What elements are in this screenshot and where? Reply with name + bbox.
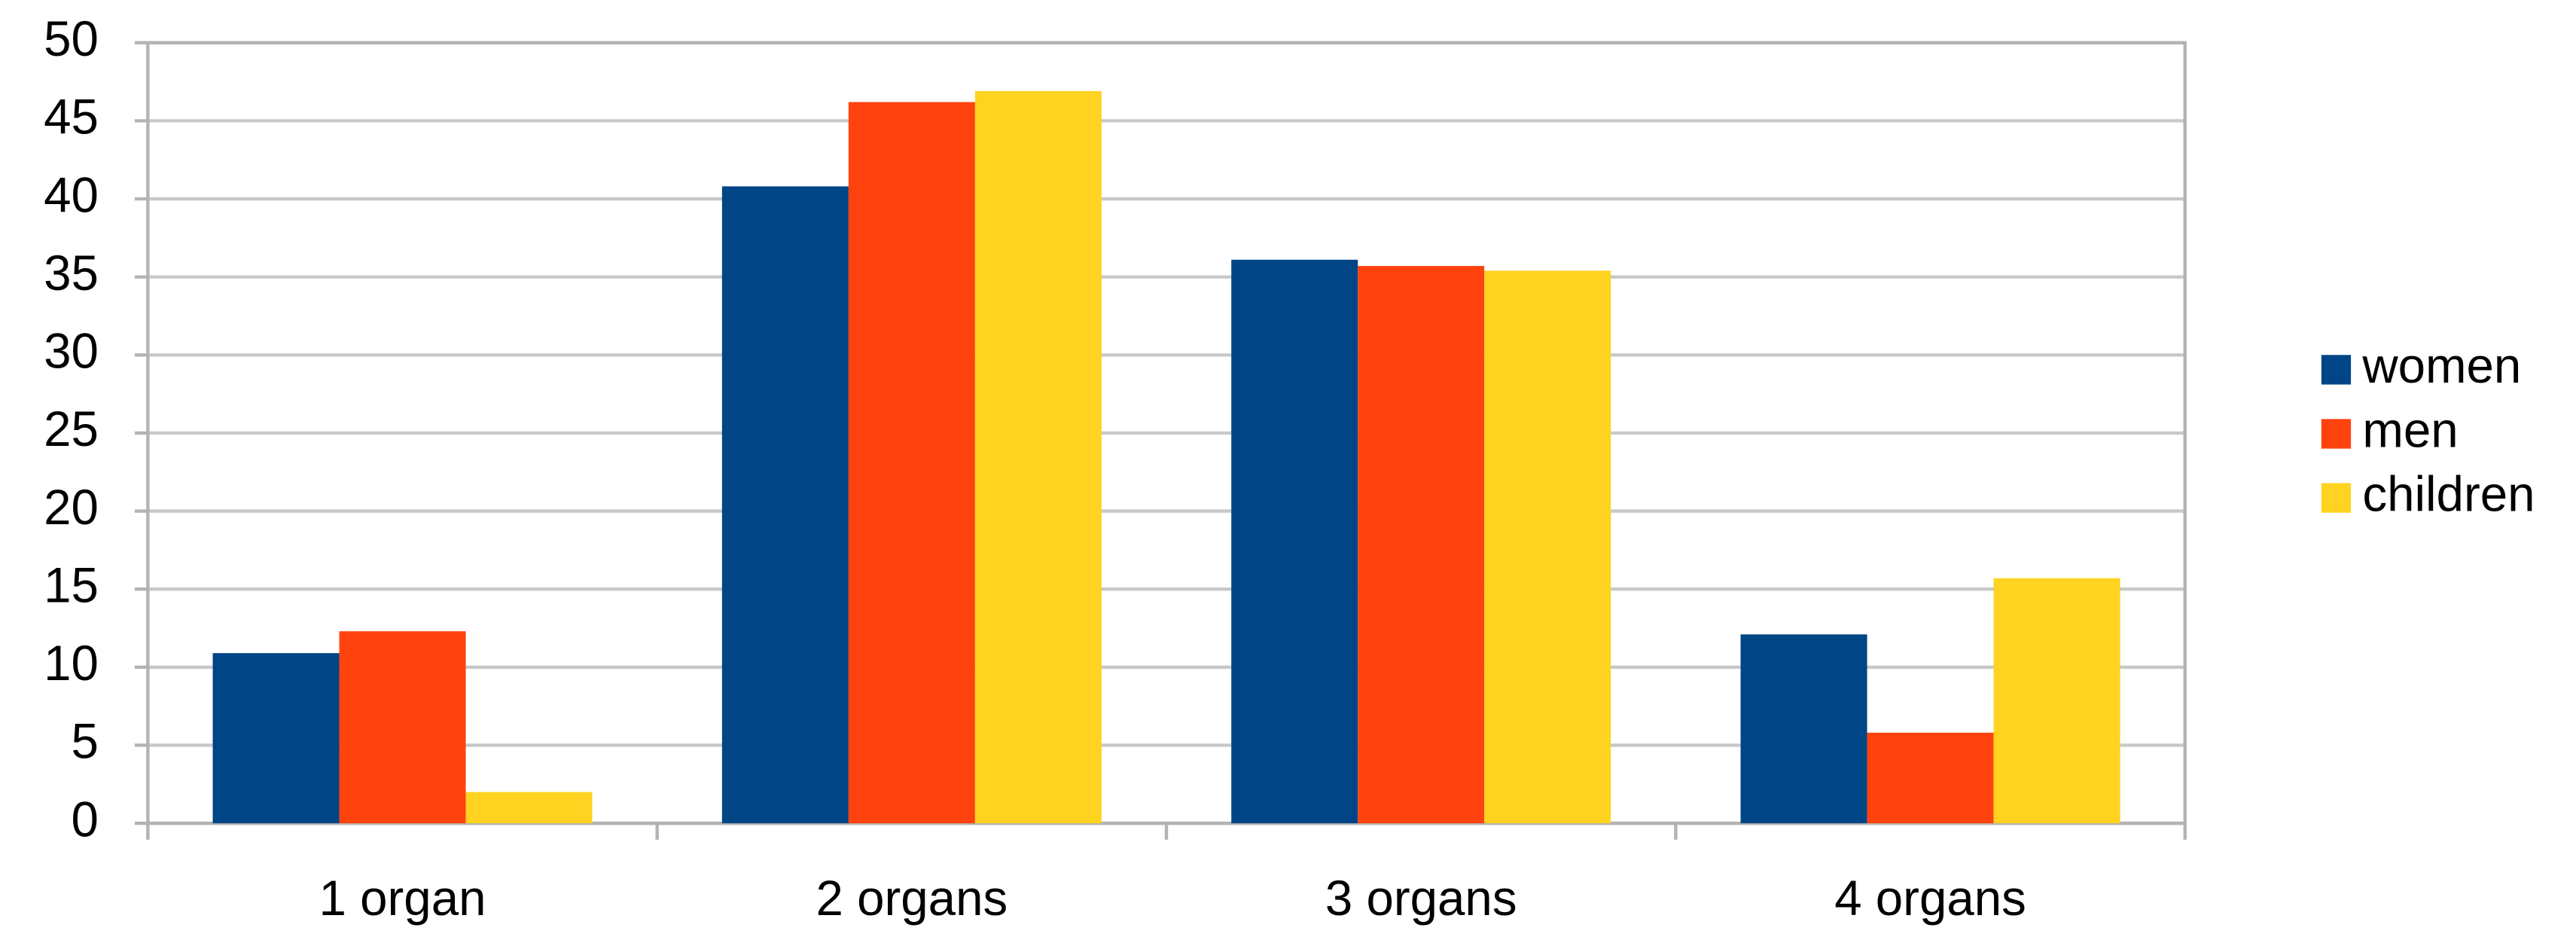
bar: [339, 631, 466, 824]
bar: [465, 792, 593, 824]
y-tick-label: 30: [44, 324, 99, 379]
bar: [1740, 634, 1867, 824]
bar: [1993, 578, 2120, 824]
y-tick-label: 15: [44, 557, 99, 612]
y-tick-label: 40: [44, 167, 99, 222]
bar: [974, 90, 1102, 824]
bar: [1484, 270, 1611, 824]
y-tick-label: 45: [44, 90, 99, 145]
bar: [1358, 266, 1485, 824]
bar: [721, 186, 849, 824]
legend-swatch: [2321, 483, 2352, 513]
x-tick-label: 1 organ: [319, 871, 486, 926]
bar: [848, 102, 975, 824]
legend-label: men: [2362, 402, 2458, 457]
y-tick-label: 35: [44, 246, 99, 301]
legend-swatch: [2321, 355, 2352, 385]
bar: [212, 653, 340, 824]
y-tick-label: 20: [44, 480, 99, 535]
y-tick-label: 0: [71, 792, 98, 847]
legend-swatch: [2321, 419, 2352, 449]
y-tick-label: 10: [44, 636, 99, 691]
x-tick-label: 4 organs: [1834, 871, 2026, 926]
y-tick-label: 5: [71, 714, 98, 769]
legend-label: children: [2362, 466, 2535, 521]
y-tick-label: 50: [44, 11, 99, 66]
y-tick-label: 25: [44, 401, 99, 456]
bar: [1867, 732, 1994, 824]
bar: [1231, 259, 1358, 824]
legend-label: women: [2361, 338, 2521, 393]
x-tick-label: 3 organs: [1325, 871, 1517, 926]
x-tick-label: 2 organs: [816, 871, 1008, 926]
